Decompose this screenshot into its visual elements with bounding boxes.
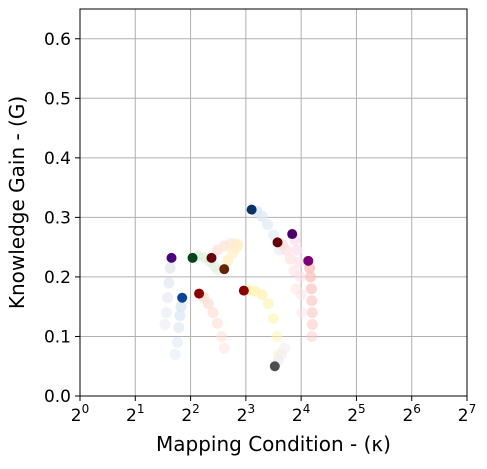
series-point <box>162 292 174 304</box>
series-start-point <box>303 255 314 266</box>
series-point <box>207 307 219 319</box>
x-tick-base: 2 <box>126 406 137 426</box>
x-tick-exponent: 5 <box>358 402 366 416</box>
x-tick-base: 2 <box>458 406 469 426</box>
series-start-point <box>206 252 217 263</box>
series-point <box>222 254 234 266</box>
x-tick-base: 2 <box>181 406 192 426</box>
series-trajectory <box>272 237 302 295</box>
series-point <box>164 262 176 274</box>
x-tick-label: 24 <box>292 402 310 426</box>
series-point <box>211 244 223 256</box>
series-trajectory <box>303 255 318 342</box>
x-tick-exponent: 1 <box>137 402 145 416</box>
x-tick-label: 25 <box>347 402 365 426</box>
series-point <box>306 330 318 342</box>
series-point <box>175 301 187 313</box>
series-point <box>216 330 228 342</box>
y-tick-label: 0.1 <box>44 327 71 347</box>
series-start-point <box>219 264 230 275</box>
series-start-point <box>187 252 198 263</box>
x-tick-label: 23 <box>237 402 255 426</box>
y-tick-label: 0.2 <box>44 268 71 288</box>
y-tick-label: 0.6 <box>44 30 71 50</box>
series-start-point <box>238 285 249 296</box>
series-point <box>211 317 223 329</box>
series-point <box>284 253 296 265</box>
x-tick-base: 2 <box>237 406 248 426</box>
y-tick-label: 0.3 <box>44 208 71 228</box>
plot-frame <box>79 8 468 397</box>
y-tick-label: 0.5 <box>44 89 71 109</box>
series-point <box>306 307 318 319</box>
x-tick-exponent: 7 <box>469 402 477 416</box>
series-point <box>295 289 307 301</box>
series-point <box>305 283 317 295</box>
series-point <box>262 219 274 231</box>
series-point <box>293 256 305 268</box>
x-tick-base: 2 <box>402 406 413 426</box>
x-tick-exponent: 0 <box>82 402 90 416</box>
series-point <box>169 348 181 360</box>
series-point <box>305 271 317 283</box>
series-point <box>163 277 175 289</box>
series-start-point <box>246 204 257 215</box>
series-start-point <box>166 252 177 263</box>
series-point <box>306 319 318 331</box>
x-tick-label: 26 <box>402 402 420 426</box>
y-tick-label: 0.4 <box>44 149 71 169</box>
y-tick-label: 0.0 <box>44 387 71 407</box>
x-tick-label: 22 <box>181 402 199 426</box>
series-point <box>296 307 308 319</box>
series-start-point <box>194 288 205 299</box>
tick-labels: 20 21 22 23 24 25 26 270.00.10.20.30.40.50.6 <box>44 30 476 426</box>
x-tick-label: 20 <box>71 402 89 426</box>
x-tick-base: 2 <box>347 406 358 426</box>
series-trajectory <box>159 252 177 331</box>
series-trajectory <box>169 292 188 360</box>
x-tick-exponent: 4 <box>303 402 311 416</box>
x-tick-label: 21 <box>126 402 144 426</box>
series-trajectory <box>287 229 308 319</box>
series-point <box>271 330 283 342</box>
series-point <box>172 336 184 348</box>
x-tick-base: 2 <box>71 406 82 426</box>
x-tick-base: 2 <box>292 406 303 426</box>
series-layer <box>159 204 318 372</box>
series-trajectory <box>219 238 245 275</box>
series-point <box>262 298 274 310</box>
series-start-point <box>287 229 298 240</box>
grid-lines <box>79 9 468 397</box>
series-point <box>294 271 306 283</box>
series-start-point <box>272 237 283 248</box>
x-tick-exponent: 2 <box>192 402 200 416</box>
y-axis-title: Knowledge Gain - (G) <box>5 96 29 309</box>
series-point <box>291 244 303 256</box>
series-trajectory <box>269 342 291 372</box>
x-tick-exponent: 6 <box>413 402 421 416</box>
series-trajectory <box>194 288 230 354</box>
series-trajectory <box>238 284 284 360</box>
x-tick-label: 27 <box>458 402 476 426</box>
series-start-point <box>177 292 188 303</box>
x-axis-title: Mapping Condition - (κ) <box>156 432 391 456</box>
series-point <box>159 319 171 331</box>
series-point <box>218 342 230 354</box>
series-point <box>174 310 186 322</box>
series-point <box>173 322 185 334</box>
series-point <box>267 313 279 325</box>
series-start-point <box>269 361 280 372</box>
x-tick-exponent: 3 <box>247 402 255 416</box>
series-point <box>306 295 318 307</box>
series-point <box>160 307 172 319</box>
